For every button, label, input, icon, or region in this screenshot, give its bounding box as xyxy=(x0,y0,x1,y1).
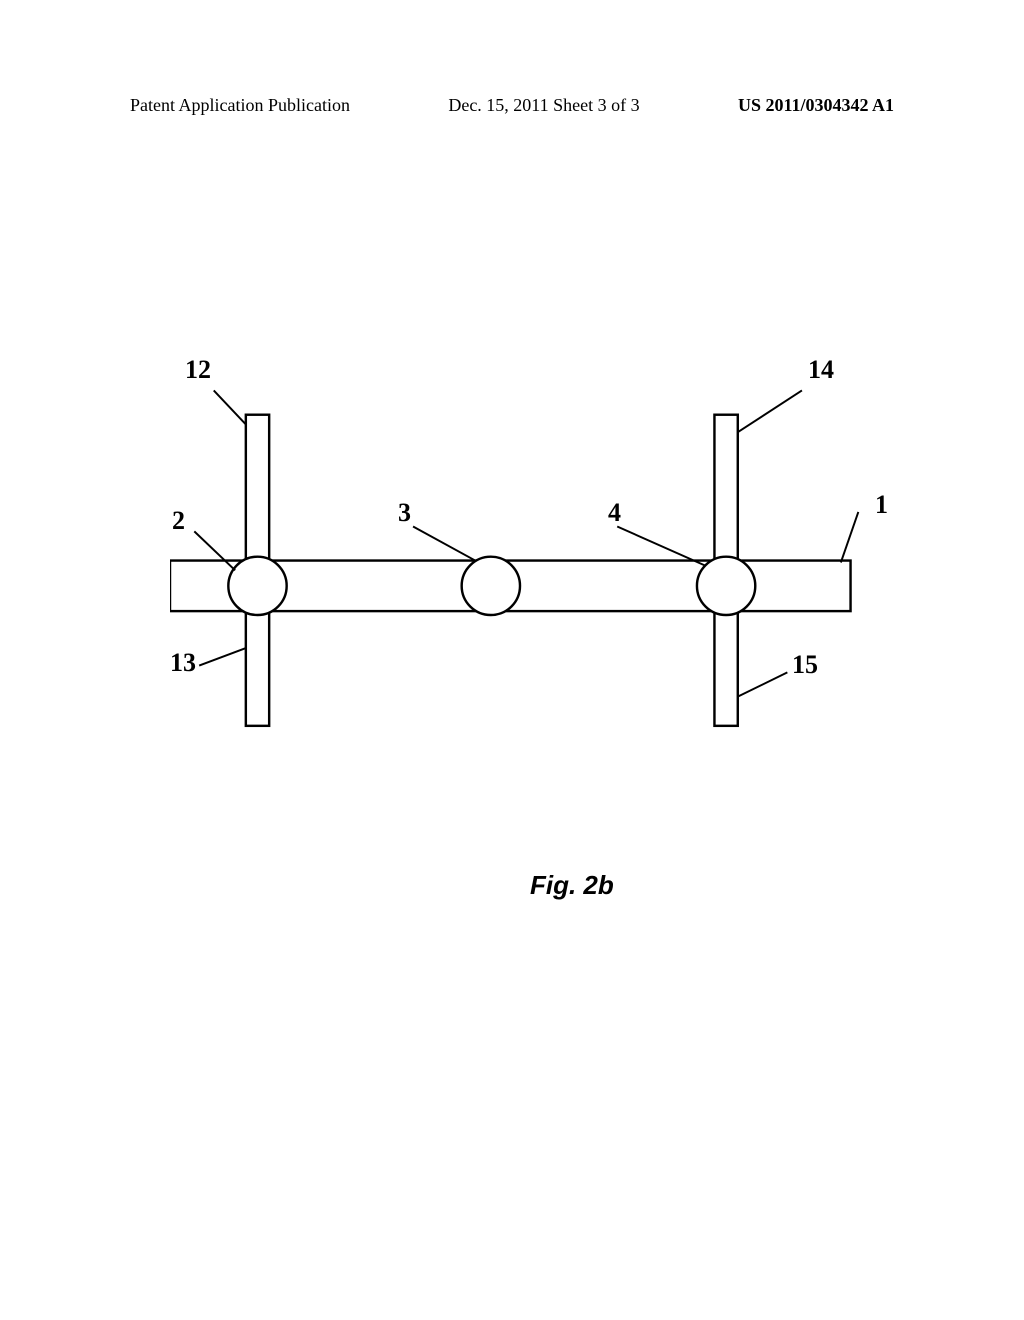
page-header: Patent Application Publication Dec. 15, … xyxy=(0,95,1024,116)
leader-13 xyxy=(199,648,246,666)
label-15: 15 xyxy=(792,650,818,680)
header-publication-type: Patent Application Publication xyxy=(130,95,350,116)
patent-diagram xyxy=(170,380,870,780)
circle-3 xyxy=(462,557,520,615)
leader-2 xyxy=(194,531,235,570)
leader-1 xyxy=(841,512,859,563)
label-4: 4 xyxy=(608,498,621,528)
label-13: 13 xyxy=(170,648,196,678)
header-patent-number: US 2011/0304342 A1 xyxy=(738,95,894,116)
circle-4 xyxy=(697,557,755,615)
label-12: 12 xyxy=(185,355,211,385)
leader-12 xyxy=(214,390,246,424)
figure-caption: Fig. 2b xyxy=(530,870,614,901)
circle-2 xyxy=(228,557,286,615)
header-date-sheet: Dec. 15, 2011 Sheet 3 of 3 xyxy=(448,95,639,116)
leader-14 xyxy=(738,390,802,432)
label-14: 14 xyxy=(808,355,834,385)
label-2: 2 xyxy=(172,506,185,536)
label-3: 3 xyxy=(398,498,411,528)
label-1: 1 xyxy=(875,490,888,520)
leader-3 xyxy=(413,527,475,561)
leader-15 xyxy=(738,672,788,696)
diagram-svg xyxy=(170,380,870,780)
